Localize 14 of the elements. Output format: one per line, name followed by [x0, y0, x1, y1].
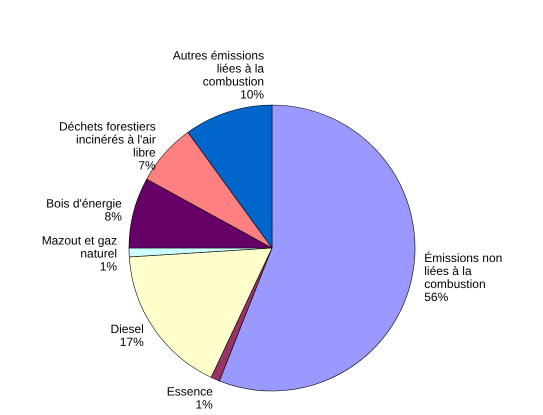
data-label: 10%: [240, 88, 264, 102]
data-label: 56%: [424, 290, 449, 304]
data-label: 1%: [100, 259, 118, 274]
data-label: 7%: [138, 158, 156, 172]
slice-label: Bois d'énergie: [46, 196, 122, 210]
slice-label: Déchets forestiers incinérés à l'air libre: [59, 119, 156, 160]
slice-label: Essence: [166, 384, 214, 399]
slice-label: Mazout et gaz naturel: [42, 233, 118, 260]
data-label: 1%: [195, 398, 214, 412]
slice-label: Émissions non liées à la combustion: [424, 251, 502, 292]
slice-label: Diesel: [110, 322, 144, 336]
data-label: 17%: [120, 335, 144, 350]
slice-label: Autres émissions liées à la combustion: [172, 48, 264, 89]
data-label: 8%: [104, 209, 122, 224]
